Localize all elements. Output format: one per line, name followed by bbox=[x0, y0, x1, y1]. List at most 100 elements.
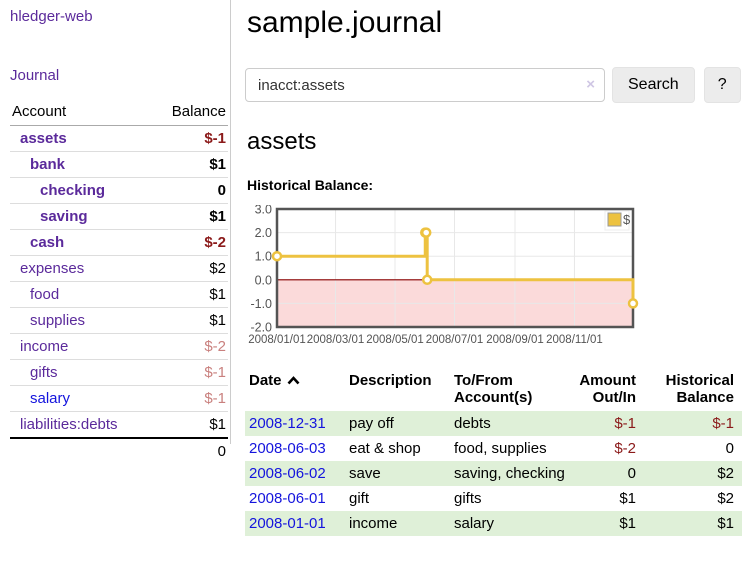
help-button[interactable]: ? bbox=[703, 67, 741, 103]
accounts-table-header: Account Balance bbox=[10, 100, 228, 126]
x-tick-label: 2008/05/01 bbox=[366, 334, 424, 346]
search-button[interactable]: Search bbox=[612, 67, 695, 103]
plot-border bbox=[275, 207, 635, 329]
account-row: salary $-1 bbox=[10, 385, 228, 412]
date-column-header[interactable]: Date bbox=[245, 367, 345, 411]
transaction-balance: $2 bbox=[717, 490, 734, 507]
x-tick-label: 2008/09/01 bbox=[486, 334, 544, 346]
account-link[interactable]: assets bbox=[20, 130, 67, 147]
transaction-date-link[interactable]: 2008-01-01 bbox=[249, 515, 326, 532]
account-row: liabilities:debts $1 bbox=[10, 411, 228, 439]
account-heading: assets bbox=[247, 128, 317, 155]
balance-column-header-register: Historical Balance bbox=[665, 372, 734, 406]
page-title: sample.journal bbox=[247, 6, 443, 39]
account-row: income $-2 bbox=[10, 333, 228, 360]
transaction-accounts: saving, checking bbox=[454, 465, 565, 482]
transaction-amount: $1 bbox=[619, 490, 636, 507]
transaction-date-link[interactable]: 2008-12-31 bbox=[249, 415, 326, 432]
transaction-date-link[interactable]: 2008-06-02 bbox=[249, 465, 326, 482]
y-tick-label: -1.0 bbox=[250, 297, 272, 311]
account-link[interactable]: gifts bbox=[30, 364, 58, 381]
legend-swatch bbox=[607, 212, 622, 227]
transaction-description: pay off bbox=[349, 415, 394, 432]
balance-column-header: Balance bbox=[152, 100, 228, 126]
register-row: 2008-12-31 pay off debts $-1 $-1 bbox=[245, 411, 742, 436]
account-balance: $1 bbox=[152, 281, 228, 308]
account-balance: 0 bbox=[152, 177, 228, 204]
account-row: bank $1 bbox=[10, 151, 228, 178]
amount-column-header: Amount Out/In bbox=[579, 372, 636, 406]
x-tick-label: 2008/03/01 bbox=[307, 334, 365, 346]
transaction-date-link[interactable]: 2008-06-03 bbox=[249, 440, 326, 457]
y-tick-label: -2.0 bbox=[250, 321, 272, 335]
account-link[interactable]: salary bbox=[30, 390, 71, 407]
account-row: supplies $1 bbox=[10, 307, 228, 334]
account-row: food $1 bbox=[10, 281, 228, 308]
transaction-accounts: salary bbox=[454, 515, 495, 532]
clear-search-icon[interactable]: × bbox=[586, 76, 595, 93]
accounts-total-value: 0 bbox=[152, 437, 228, 464]
main-content: sample.journal × Search ? assets Histori… bbox=[245, 0, 742, 536]
y-tick-label: 0.0 bbox=[255, 273, 272, 287]
accounts-table: Account Balance assets $-1 bank $1 checking 0… bbox=[10, 100, 228, 464]
sidebar: hledger-web Journal Account Balance asse… bbox=[0, 0, 231, 464]
description-column-header: Description bbox=[349, 372, 432, 389]
account-balance: $2 bbox=[152, 255, 228, 282]
sort-ascending-icon bbox=[287, 372, 300, 389]
transaction-accounts: food, supplies bbox=[454, 440, 547, 457]
account-row: assets $-1 bbox=[10, 125, 228, 152]
account-link[interactable]: food bbox=[30, 286, 60, 303]
account-row: gifts $-1 bbox=[10, 359, 228, 386]
transaction-date-link[interactable]: 2008-06-01 bbox=[249, 490, 326, 507]
account-balance: $1 bbox=[152, 151, 228, 178]
account-link[interactable]: income bbox=[20, 338, 69, 355]
account-balance: $-1 bbox=[152, 359, 228, 386]
transaction-amount: $-1 bbox=[614, 415, 636, 432]
account-link[interactable]: liabilities:debts bbox=[20, 416, 118, 433]
register-table-header: Date Description To/From Account(s) Amou… bbox=[245, 367, 742, 411]
app-title-link[interactable]: hledger-web bbox=[10, 8, 93, 25]
y-tick-label: 3.0 bbox=[255, 205, 272, 217]
account-balance: $1 bbox=[152, 203, 228, 230]
data-point-marker bbox=[627, 298, 639, 309]
transaction-balance: $-1 bbox=[712, 415, 734, 432]
transaction-amount: $-2 bbox=[614, 440, 636, 457]
accounts-total-row: 0 bbox=[10, 437, 228, 464]
x-tick-label: 2008/11/01 bbox=[546, 334, 603, 346]
account-link[interactable]: checking bbox=[40, 182, 106, 199]
transaction-accounts: debts bbox=[454, 415, 491, 432]
transaction-description: income bbox=[349, 515, 398, 532]
register-row: 2008-06-03 eat & shop food, supplies $-2 0 bbox=[245, 436, 742, 461]
sidebar-item-journal[interactable]: Journal bbox=[10, 67, 60, 84]
account-link[interactable]: cash bbox=[30, 234, 65, 251]
account-row: cash $-2 bbox=[10, 229, 228, 256]
search-input[interactable] bbox=[245, 68, 605, 102]
account-link[interactable]: supplies bbox=[30, 312, 86, 329]
x-tick-label: 2008/07/01 bbox=[426, 334, 484, 346]
account-balance: $-2 bbox=[152, 229, 228, 256]
transaction-balance: 0 bbox=[725, 440, 734, 457]
data-point-marker bbox=[421, 274, 433, 286]
x-tick-label: 2008/01/01 bbox=[248, 334, 306, 346]
y-tick-label: 1.0 bbox=[255, 250, 272, 264]
register-row: 2008-01-01 income salary $1 $1 bbox=[245, 511, 742, 536]
transaction-amount: $1 bbox=[619, 515, 636, 532]
transaction-balance: $1 bbox=[717, 515, 734, 532]
search-form: × Search ? bbox=[245, 67, 742, 103]
accounts-column-header: To/From Account(s) bbox=[454, 372, 533, 406]
account-link[interactable]: saving bbox=[40, 208, 88, 225]
account-row: saving $1 bbox=[10, 203, 228, 230]
account-link[interactable]: expenses bbox=[20, 260, 85, 277]
y-tick-label: 2.0 bbox=[255, 226, 272, 240]
account-row: checking 0 bbox=[10, 177, 228, 204]
account-balance: $1 bbox=[152, 307, 228, 334]
account-balance: $-1 bbox=[152, 125, 228, 152]
data-point-marker bbox=[420, 227, 432, 238]
register-table: Date Description To/From Account(s) Amou… bbox=[245, 367, 742, 536]
transaction-description: gift bbox=[349, 490, 370, 507]
register-row: 2008-06-01 gift gifts $1 $2 bbox=[245, 486, 742, 511]
legend-label: $ bbox=[623, 212, 631, 227]
account-column-header: Account bbox=[10, 100, 153, 126]
account-link[interactable]: bank bbox=[30, 156, 66, 173]
